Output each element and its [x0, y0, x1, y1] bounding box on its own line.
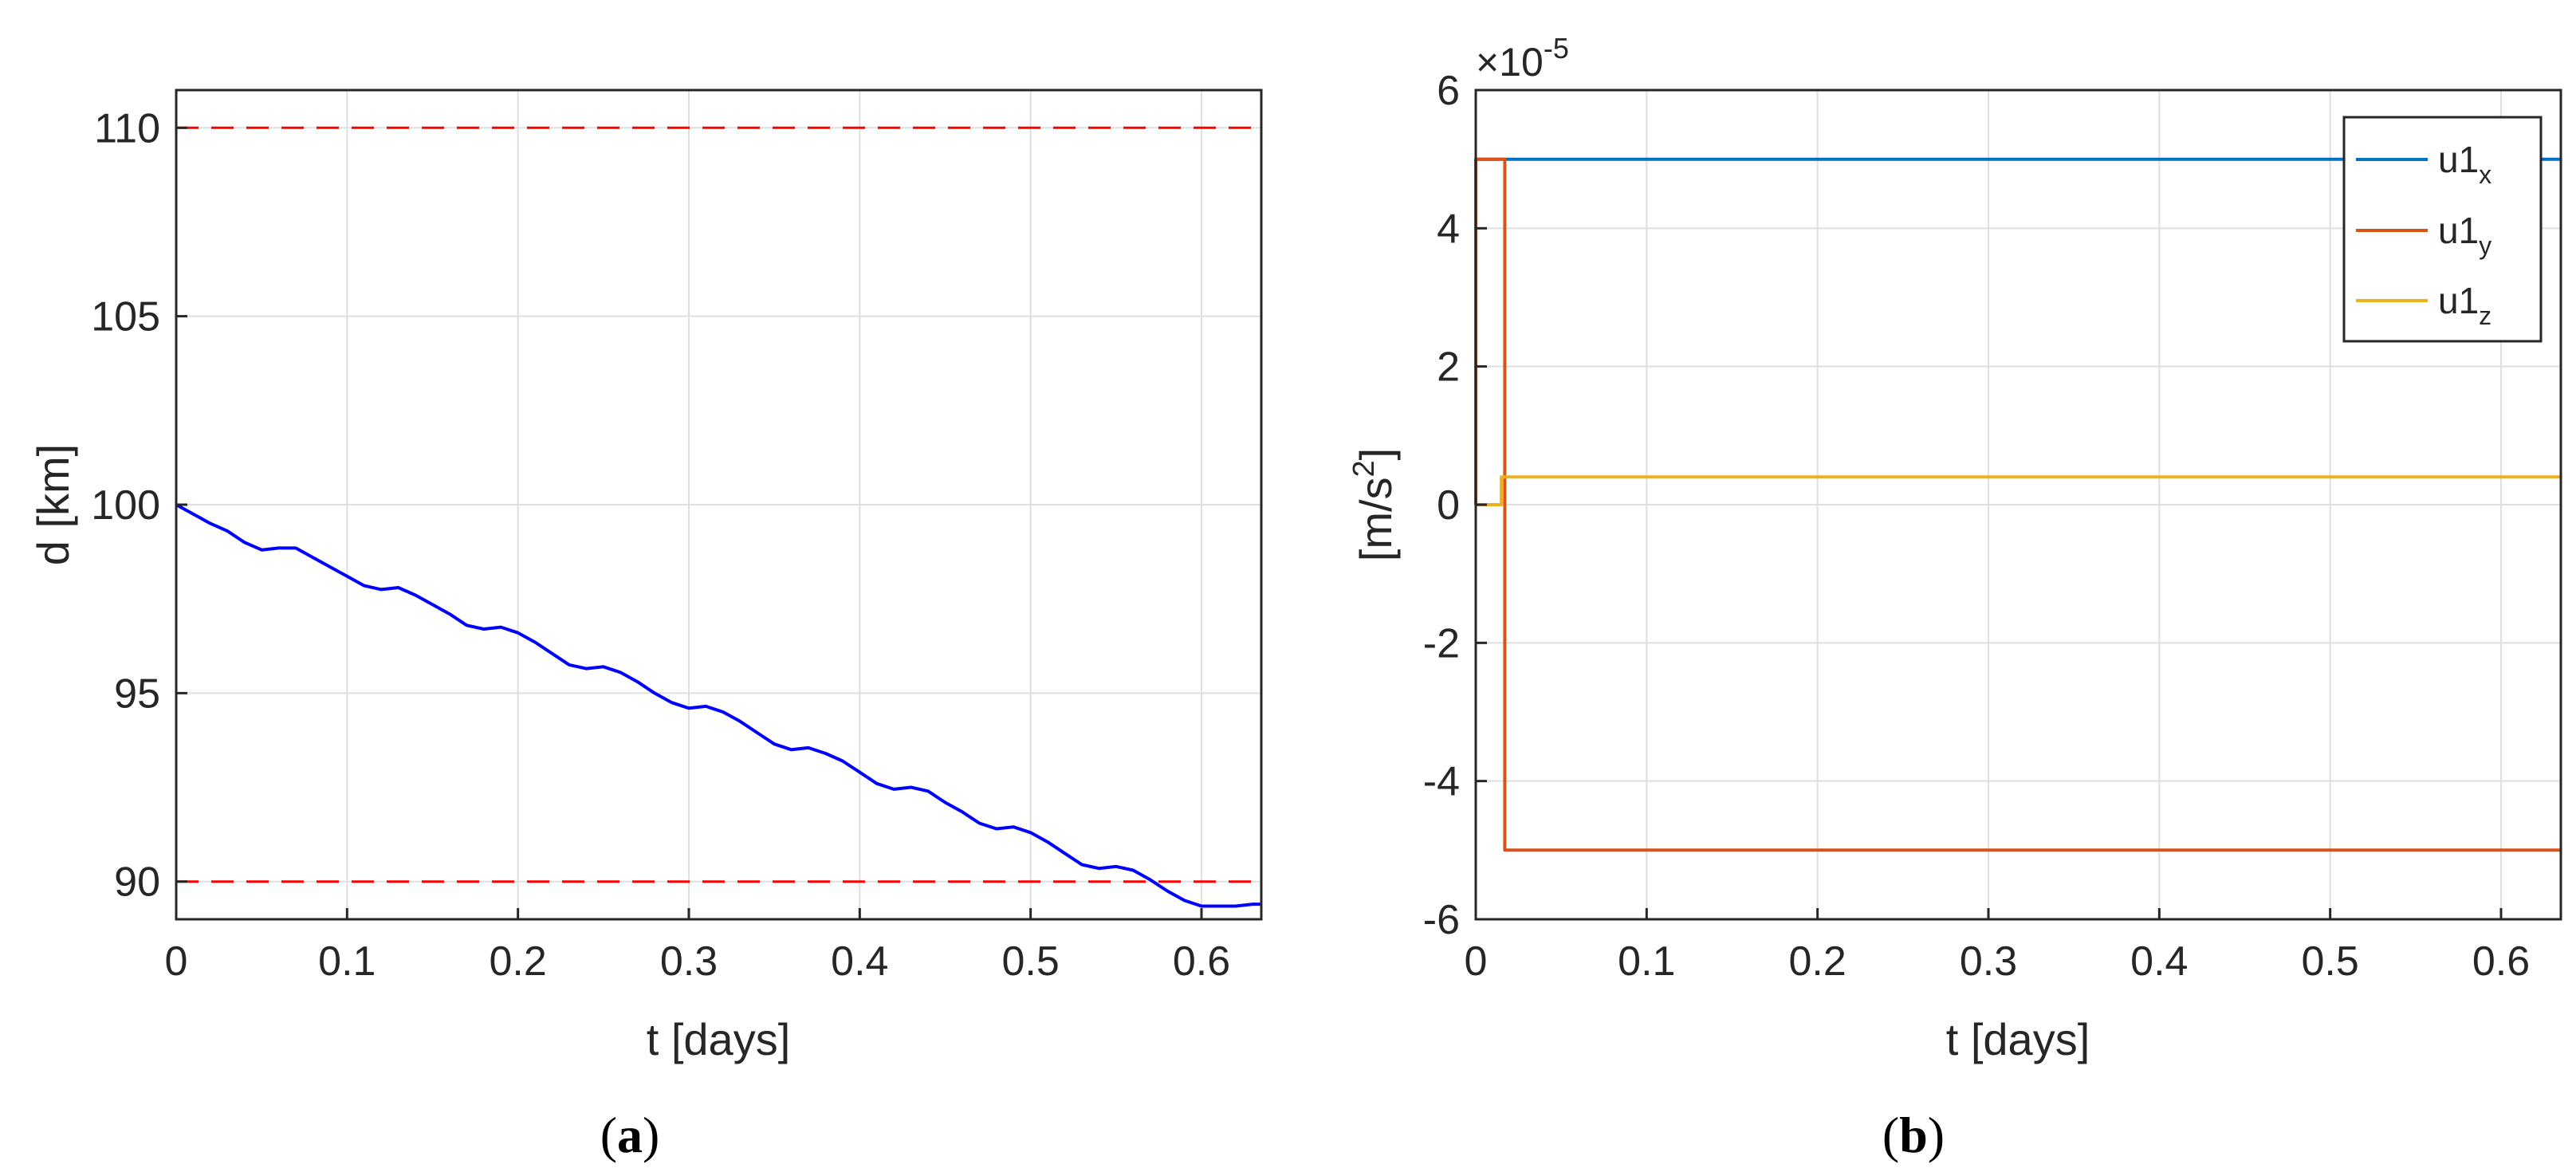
x-axis-label-b: t [days]: [1946, 1014, 2090, 1064]
x-tick-label: 0.4: [831, 938, 888, 985]
x-tick-label: 0.1: [318, 938, 376, 985]
y-tick-label: 110: [94, 105, 160, 151]
y-tick-label: 105: [91, 294, 160, 340]
x-tick-label: 0.3: [1960, 938, 2017, 985]
exponent-prefix: ×10: [1476, 40, 1544, 85]
exponent-power: -5: [1544, 32, 1569, 65]
x-ticks-b: 0 0.1 0.2 0.3 0.4 0.5 0.6: [1465, 908, 2530, 985]
y-tick-label: 90: [114, 859, 160, 906]
legend-u1z-sub: z: [2479, 301, 2491, 330]
caption-a-letter: a: [617, 1107, 643, 1163]
series-a: [175, 126, 1261, 908]
x-axis-label-a: t [days]: [647, 1014, 791, 1064]
y-tick-label: 0: [1437, 482, 1460, 529]
x-tick-label: 0: [165, 938, 188, 985]
y-axis-label-b-end: ]: [1351, 448, 1401, 461]
exponent-label: ×10-5: [1476, 32, 1569, 85]
caption-b-letter: b: [1899, 1107, 1928, 1163]
y-tick-label: -2: [1423, 620, 1460, 667]
series-line-u1z: [1476, 475, 2561, 506]
x-tick-label: 0.6: [1173, 938, 1230, 985]
legend-b: u1x u1y u1z: [2342, 116, 2543, 343]
x-tick-label: 0.3: [660, 938, 718, 985]
x-tick-label: 0.6: [2472, 938, 2530, 985]
y-axis-label-a: d [km]: [28, 444, 78, 565]
legend-u1y-sub: y: [2479, 231, 2491, 260]
caption-a: (a): [600, 1107, 660, 1163]
x-ticks-a: 0 0.1 0.2 0.3 0.4 0.5 0.6: [165, 908, 1230, 985]
series-line-d: [175, 503, 1261, 908]
x-tick-label: 0.2: [490, 938, 547, 985]
y-tick-label: 2: [1437, 344, 1460, 391]
y-axis-label-b-sup: 2: [1347, 460, 1381, 477]
legend-u1y-name: u1: [2438, 210, 2479, 251]
x-tick-label: 0: [1465, 938, 1488, 985]
y-ticks-b: -6 -4 -2 0 2 4 6: [1423, 68, 1487, 943]
y-tick-label: 100: [91, 482, 160, 529]
x-tick-label: 0.5: [2302, 938, 2359, 985]
y-axis-label-b: [m/s2]: [1347, 448, 1401, 561]
y-tick-label: 4: [1437, 206, 1460, 252]
y-tick-label: 95: [114, 671, 160, 717]
panel-a: 0 0.1 0.2 0.3 0.4 0.5 0.6 90 95 100 105 110 t [day…: [28, 88, 1263, 1163]
x-tick-label: 0.4: [2130, 938, 2188, 985]
y-ticks-a: 90 95 100 105 110: [91, 105, 187, 906]
caption-b: (b): [1882, 1107, 1945, 1163]
panel-b: 0 0.1 0.2 0.3 0.4 0.5 0.6 -6 -4 -2 0 2 4 6 ×10-5 t […: [1347, 32, 2562, 1163]
grid-a: [175, 90, 1261, 919]
legend-u1z-name: u1: [2438, 280, 2479, 321]
legend-u1x-name: u1: [2438, 139, 2479, 180]
legend-u1x-sub: x: [2479, 160, 2491, 189]
x-tick-label: 0.5: [1002, 938, 1060, 985]
y-tick-label: 6: [1437, 68, 1460, 114]
legend-entry-u1y: u1y: [2438, 210, 2491, 260]
x-tick-label: 0.2: [1789, 938, 1846, 985]
y-tick-label: -4: [1423, 759, 1460, 805]
legend-entry-u1x: u1x: [2438, 139, 2491, 189]
y-tick-label: -6: [1423, 897, 1460, 943]
x-tick-label: 0.1: [1618, 938, 1675, 985]
legend-entry-u1z: u1z: [2438, 280, 2491, 330]
y-axis-label-b-base: [m/s: [1351, 477, 1401, 561]
